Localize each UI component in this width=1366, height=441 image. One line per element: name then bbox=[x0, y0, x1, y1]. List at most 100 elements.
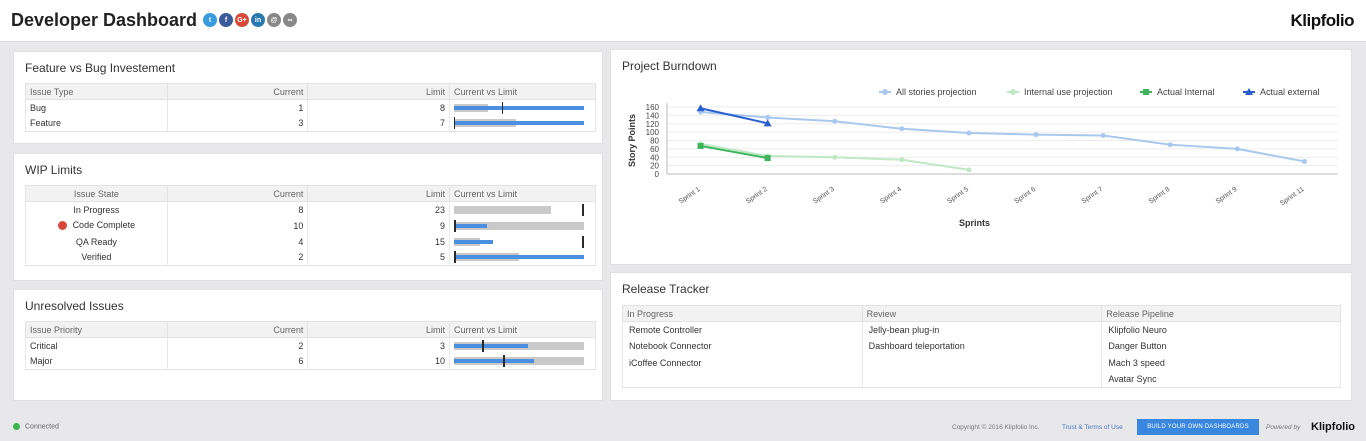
legend-marker bbox=[882, 89, 888, 95]
page-title: Developer Dashboard bbox=[11, 10, 198, 30]
col-header[interactable]: Current bbox=[166, 185, 309, 202]
table-row: Critical 2 3 bbox=[25, 337, 596, 354]
alert-dot-icon bbox=[57, 220, 67, 230]
legend-marker bbox=[1143, 89, 1149, 95]
x-tick-label: Sprint 7 bbox=[1081, 186, 1105, 206]
wip-limits-panel: WIP Limits Issue State Current Limit Cur… bbox=[13, 153, 603, 281]
col-header[interactable]: Release Pipeline bbox=[1101, 305, 1341, 322]
release-item: Remote Controller bbox=[622, 321, 863, 338]
release-item: iCoffee Connector bbox=[622, 354, 863, 371]
row-label: Verified bbox=[81, 252, 112, 263]
release-item: Danger Button bbox=[1101, 338, 1341, 355]
panel-title: Feature vs Bug Investement bbox=[25, 61, 176, 75]
row-limit: 5 bbox=[307, 249, 450, 266]
col-header[interactable]: Current bbox=[166, 321, 309, 338]
col-header[interactable]: Issue State bbox=[25, 185, 168, 202]
release-item bbox=[861, 354, 1103, 371]
row-label: QA Ready bbox=[75, 236, 117, 247]
release-item: Mach 3 speed bbox=[1101, 354, 1341, 371]
bullet-chart bbox=[454, 203, 584, 216]
panel-title: Unresolved Issues bbox=[25, 299, 124, 313]
release-item: Klipfolio Neuro bbox=[1101, 321, 1341, 338]
y-tick-label: 0 bbox=[655, 170, 660, 179]
google-plus-icon[interactable]: G+ bbox=[235, 13, 249, 27]
bullet-bar bbox=[454, 343, 528, 348]
col-header[interactable]: Issue Priority bbox=[25, 321, 168, 338]
row-limit: 23 bbox=[307, 201, 450, 218]
legend-label: Actual external bbox=[1260, 87, 1320, 97]
bullet-target bbox=[582, 203, 584, 216]
col-header[interactable]: Limit bbox=[307, 185, 450, 202]
col-header[interactable]: Current vs Limit bbox=[448, 83, 597, 100]
y-tick-label: 20 bbox=[650, 162, 659, 171]
row-label: Critical bbox=[25, 337, 168, 354]
col-header[interactable]: Limit bbox=[307, 83, 450, 100]
col-header[interactable]: Review bbox=[861, 305, 1103, 322]
row-current: 3 bbox=[166, 115, 309, 132]
col-header[interactable]: Issue Type bbox=[25, 83, 168, 100]
data-point bbox=[1167, 142, 1173, 148]
y-tick-label: 160 bbox=[646, 103, 660, 112]
data-point bbox=[1033, 132, 1039, 138]
bullet-target bbox=[501, 101, 504, 114]
col-header[interactable]: Current bbox=[166, 83, 309, 100]
unresolved-issues-panel: Unresolved Issues Issue Priority Current… bbox=[13, 289, 603, 401]
data-point bbox=[832, 154, 838, 160]
data-point bbox=[765, 114, 771, 120]
table-row: Verified 2 5 bbox=[25, 249, 596, 266]
col-header[interactable]: Current vs Limit bbox=[449, 185, 596, 202]
data-point bbox=[899, 126, 905, 132]
status-label: Connected bbox=[25, 423, 59, 431]
build-dashboards-button[interactable]: BUILD YOUR OWN DASHBOARDS bbox=[1137, 419, 1259, 435]
series-line bbox=[700, 107, 768, 125]
powered-by-label: Powered by bbox=[1266, 424, 1301, 431]
data-point bbox=[899, 157, 905, 163]
series-line bbox=[700, 111, 1305, 163]
release-item bbox=[622, 371, 863, 388]
x-tick-label: Sprint 6 bbox=[1013, 186, 1037, 206]
col-header[interactable]: In Progress bbox=[622, 305, 863, 322]
terms-link[interactable]: Trust & Terms of Use bbox=[1062, 424, 1123, 431]
twitter-icon[interactable]: t bbox=[203, 13, 217, 27]
bullet-chart bbox=[454, 219, 584, 232]
bullet-chart bbox=[454, 251, 584, 264]
bullet-chart bbox=[454, 355, 584, 368]
bullet-bar bbox=[454, 223, 487, 228]
email-icon[interactable]: @ bbox=[267, 13, 281, 27]
x-tick-label: Sprint 9 bbox=[1215, 186, 1239, 206]
row-label: Code Complete bbox=[72, 220, 136, 231]
link-icon[interactable]: ∞ bbox=[283, 13, 297, 27]
row-current: 2 bbox=[166, 337, 309, 354]
col-header[interactable]: Limit bbox=[307, 321, 450, 338]
linkedin-icon[interactable]: in bbox=[251, 13, 265, 27]
y-axis-label: Story Points bbox=[627, 114, 637, 167]
legend-label: Internal use projection bbox=[1024, 87, 1113, 97]
status-dot-icon bbox=[13, 423, 20, 430]
row-limit: 15 bbox=[307, 233, 450, 250]
row-label: In Progress bbox=[73, 204, 120, 215]
row-current: 2 bbox=[166, 249, 309, 266]
facebook-icon[interactable]: f bbox=[219, 13, 233, 27]
release-item: Avatar Sync bbox=[1101, 371, 1341, 388]
row-limit: 3 bbox=[307, 337, 450, 354]
bullet-chart bbox=[454, 235, 584, 248]
social-share-bar: t f G+ in @ ∞ bbox=[203, 13, 297, 27]
row-limit: 10 bbox=[307, 353, 450, 370]
table-row: Major 6 10 bbox=[25, 353, 596, 370]
bullet-baseline bbox=[453, 117, 456, 130]
release-item: Jelly-bean plug-in bbox=[861, 321, 1103, 338]
table-row: Remote Controller Jelly-bean plug-in Kli… bbox=[622, 321, 1341, 338]
bullet-chart bbox=[454, 339, 584, 352]
col-header[interactable]: Current vs Limit bbox=[449, 321, 596, 338]
y-tick-label: 60 bbox=[650, 145, 659, 154]
row-label: Bug bbox=[25, 99, 168, 116]
row-limit: 8 bbox=[307, 99, 450, 116]
table-row: QA Ready 4 15 bbox=[25, 233, 596, 250]
bullet-range bbox=[454, 205, 551, 214]
row-current: 1 bbox=[166, 99, 309, 116]
table-row: In Progress 8 23 bbox=[25, 201, 596, 218]
table-row: Avatar Sync bbox=[622, 371, 1341, 388]
bullet-bar bbox=[453, 105, 584, 110]
klipfolio-logo[interactable]: Klipfolio bbox=[1290, 11, 1355, 30]
footer-klipfolio-logo[interactable]: Klipfolio bbox=[1311, 421, 1355, 433]
